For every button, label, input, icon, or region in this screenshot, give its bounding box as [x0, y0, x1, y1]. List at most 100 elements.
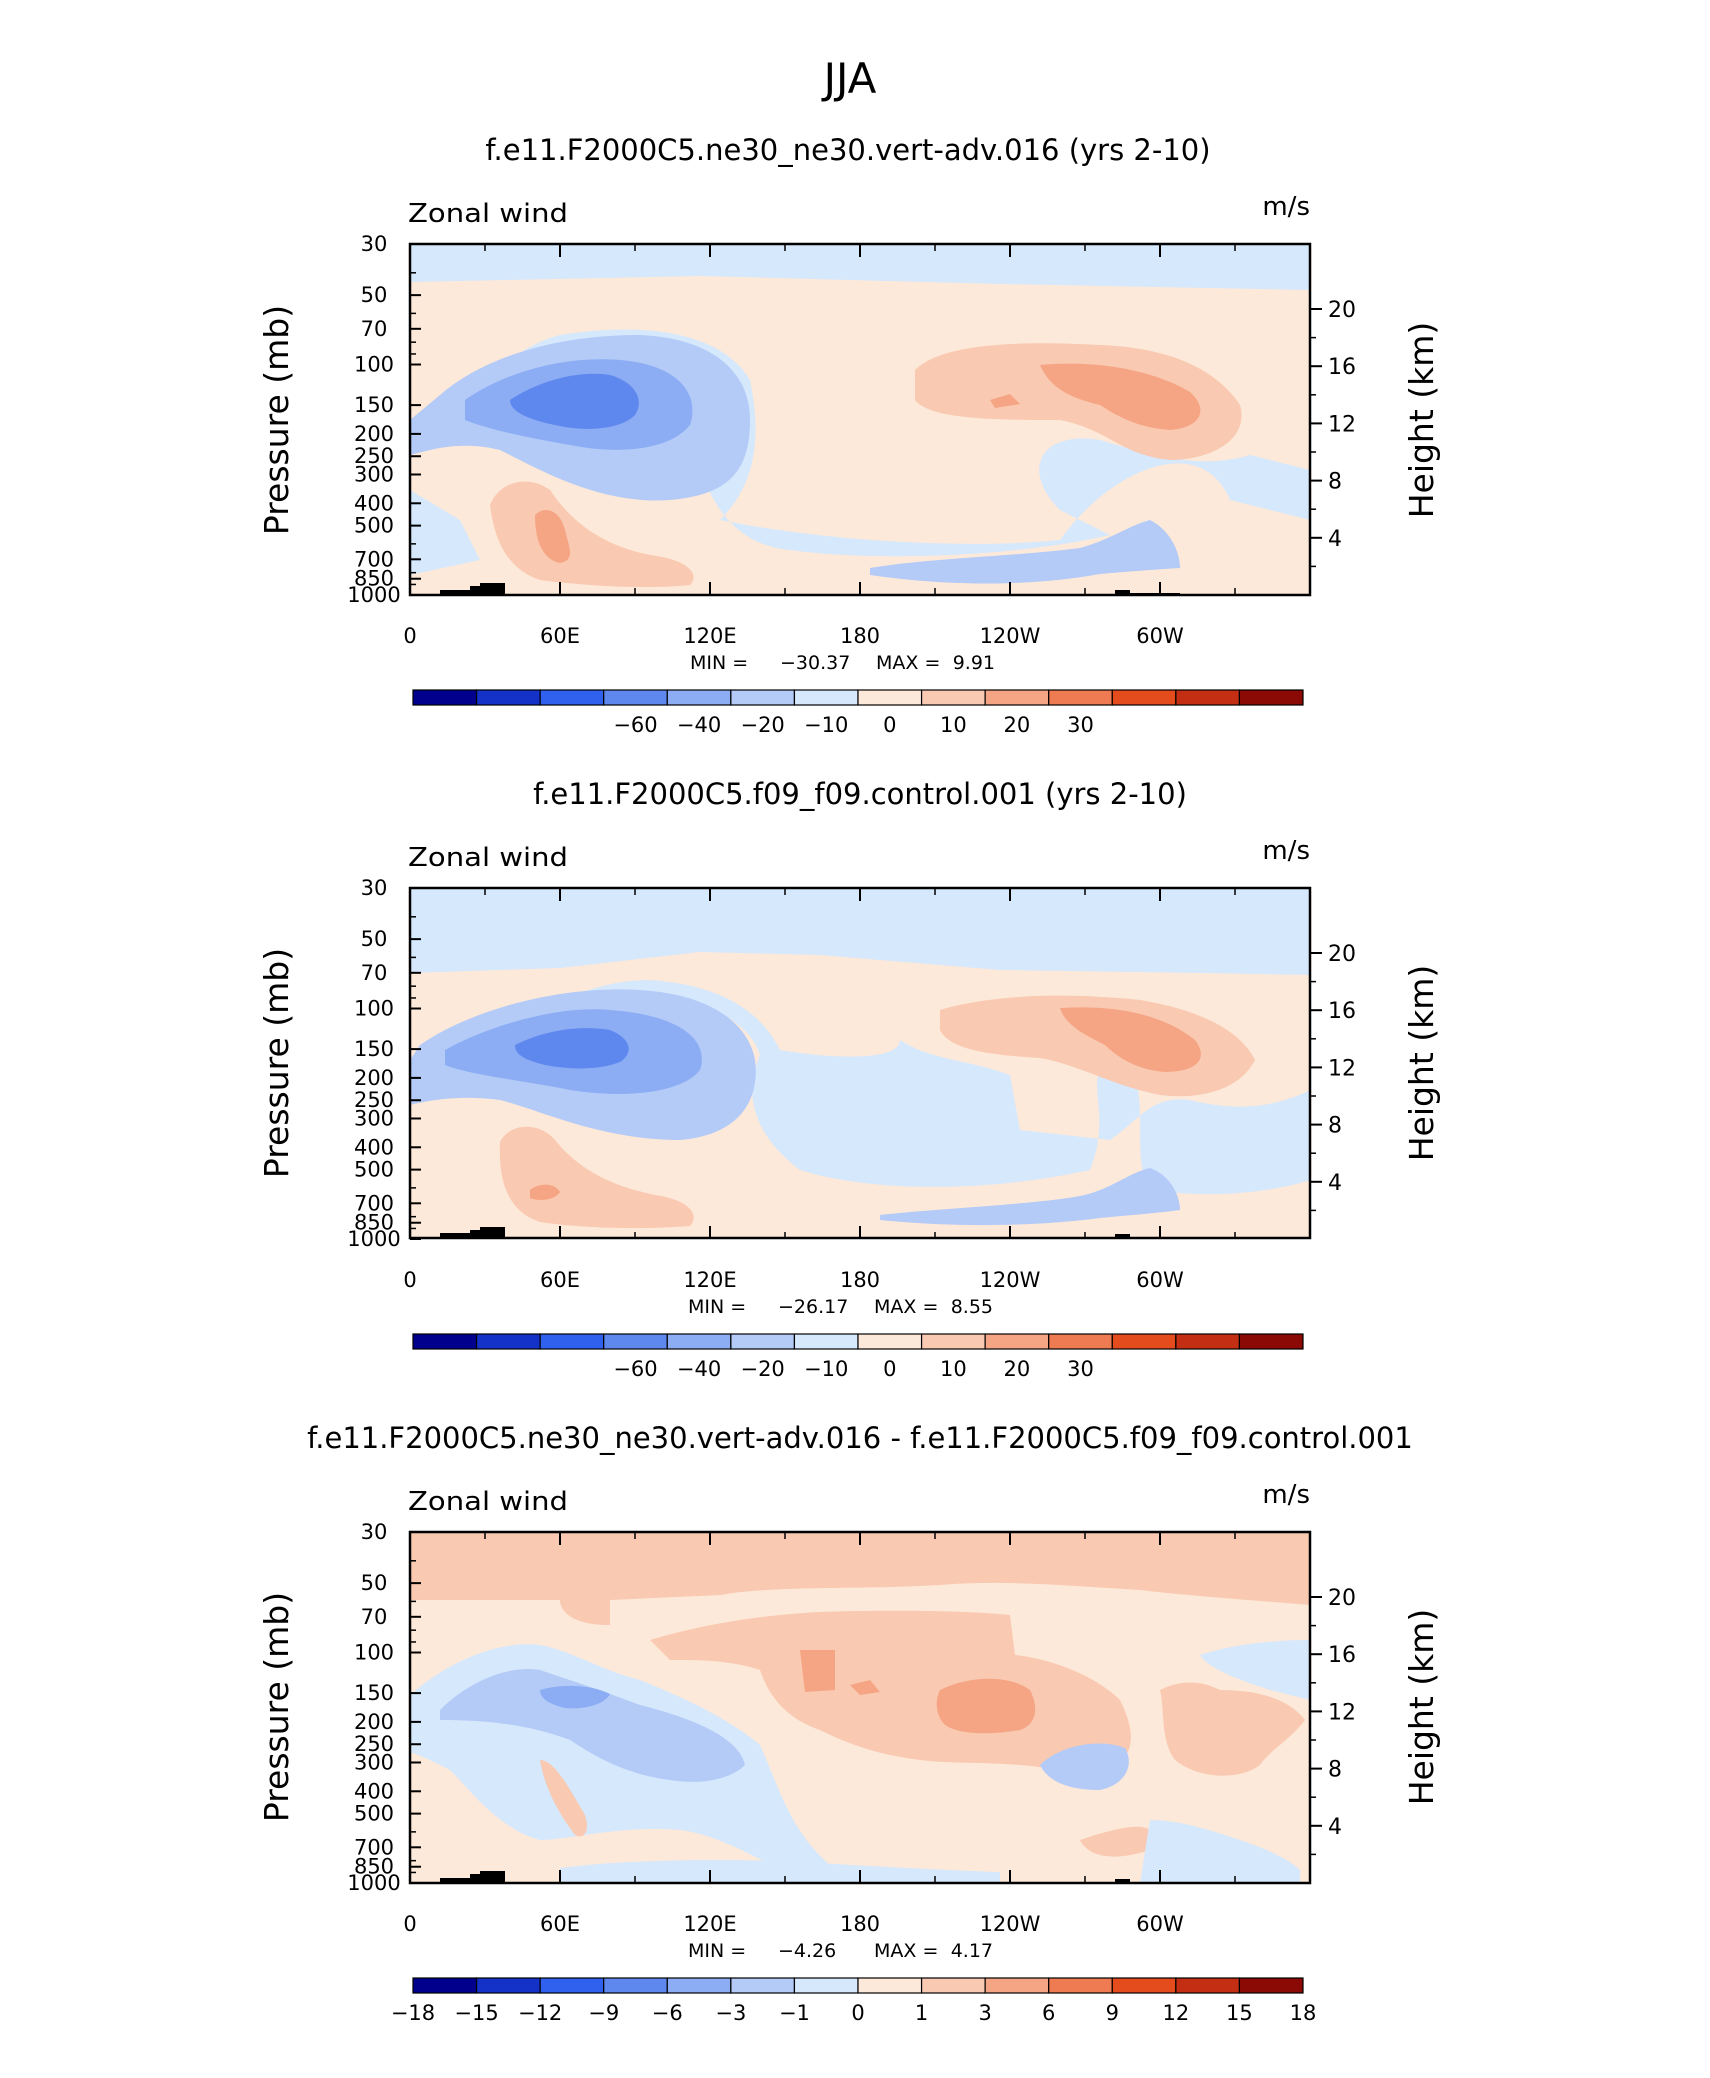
colorbar-swatch [1175, 1977, 1241, 1994]
height-tick-label: 16 [1328, 999, 1356, 1024]
contour-lowlevel-easterly [870, 520, 1180, 584]
contour-jet-core [515, 1028, 629, 1069]
colorbar-label: 20 [1004, 713, 1031, 737]
pressure-tick-label: 400 [354, 1779, 394, 1803]
colorbar-label: 10 [940, 713, 967, 737]
colorbar-label: 3 [978, 2001, 991, 2025]
pressure-tick-label: 300 [354, 462, 394, 486]
contour-monsoon-core [535, 510, 570, 563]
colorbar-swatch [1238, 1333, 1304, 1350]
contour-easterly-band [410, 329, 1310, 575]
colorbar-swatch [666, 1977, 732, 1994]
pressure-tick-label: 1000 [347, 1227, 400, 1251]
pressure-tick-label: 150 [354, 393, 394, 417]
colorbar-swatch [412, 1977, 478, 1994]
longitude-tick-label: 60W [1136, 1268, 1184, 1292]
height-tick-label: 20 [1328, 298, 1356, 323]
pressure-tick-label: 500 [354, 1158, 394, 1182]
panel-3-y-label: Pressure (mb) [257, 1592, 296, 1822]
pressure-tick-label: 300 [354, 1750, 394, 1774]
colorbar-swatch [539, 1333, 605, 1350]
pressure-tick-label: 200 [354, 1710, 394, 1734]
pressure-tick-label: 50 [361, 1571, 388, 1595]
colorbar-label: 6 [1042, 2001, 1055, 2025]
panel-2-y2-label: Height (km) [1402, 965, 1441, 1162]
panel-2-stats: MIN = −26.17 MAX = 8.55 [688, 1296, 993, 1318]
colorbar-label: −6 [652, 2001, 683, 2025]
colorbar-swatch [603, 689, 668, 706]
pressure-tick-label: 500 [354, 1802, 394, 1826]
longitude-tick-label: 120W [980, 1912, 1041, 1936]
panel-1-contour-field [410, 244, 1310, 595]
colorbar-label: 0 [883, 713, 896, 737]
panel-2-min-value: −26.17 [778, 1296, 848, 1318]
panel-1-max-label: MAX = [876, 652, 940, 674]
panel-1-min-value: −30.37 [780, 652, 850, 674]
height-tick-label: 12 [1328, 412, 1356, 437]
contour-monsoon-core [530, 1184, 560, 1200]
colorbar-swatch [1238, 1977, 1304, 1994]
pressure-tick-label: 70 [361, 961, 388, 985]
colorbar-swatch [984, 1333, 1050, 1350]
longitude-tick-label: 60E [540, 624, 580, 648]
colorbar-swatch [1175, 689, 1241, 706]
longitude-tick-label: 120E [683, 624, 736, 648]
colorbar-swatch [857, 689, 923, 706]
colorbar-label: 12 [1162, 2001, 1189, 2025]
longitude-tick-label: 120E [683, 1268, 736, 1292]
panel-1-max-value: 9.91 [953, 652, 995, 674]
longitude-tick-label: 60E [540, 1268, 580, 1292]
colorbar-swatch [666, 689, 732, 706]
contour-lowlat-core [800, 1650, 1036, 1734]
pressure-tick-label: 400 [354, 1135, 394, 1159]
longitude-tick-label: 0 [403, 1912, 416, 1936]
colorbar-swatch [920, 1333, 986, 1350]
colorbar-label: 30 [1067, 1357, 1094, 1381]
height-tick-label: 16 [1328, 1643, 1356, 1668]
colorbar-label: −40 [677, 1357, 721, 1381]
panel-2-variable: Zonal wind [408, 843, 568, 873]
panel-3-max-value: 4.17 [951, 1940, 993, 1962]
contour-lowlevel-positive [540, 1760, 1150, 1857]
longitude-tick-label: 120W [980, 624, 1041, 648]
colorbar-swatch [984, 1977, 1050, 1994]
panel-2-contour-field [410, 888, 1310, 1238]
colorbar-swatch [1175, 1333, 1241, 1350]
colorbar-label: −15 [454, 2001, 498, 2025]
height-tick-label: 12 [1328, 1700, 1356, 1725]
colorbar-label: −3 [715, 2001, 746, 2025]
pressure-tick-label: 30 [361, 876, 388, 900]
height-tick-label: 4 [1328, 1815, 1342, 1840]
panel-1-stats: MIN = −30.37 MAX = 9.91 [690, 652, 995, 674]
colorbar-swatch [1111, 1977, 1177, 1994]
colorbar-label: 9 [1106, 2001, 1119, 2025]
panel-3-max-label: MAX = [874, 1940, 938, 1962]
colorbar-swatch [603, 1977, 668, 1994]
colorbar-swatch [730, 1977, 796, 1994]
colorbar-swatch [793, 1333, 859, 1350]
longitude-tick-label: 180 [840, 1268, 880, 1292]
height-tick-label: 8 [1328, 1114, 1342, 1139]
colorbar-label: 10 [940, 1357, 967, 1381]
colorbar-swatch [920, 689, 986, 706]
longitude-tick-label: 180 [840, 1912, 880, 1936]
colorbar-label: −18 [391, 2001, 435, 2025]
height-tick-label: 8 [1328, 1758, 1342, 1783]
pressure-tick-label: 850 [354, 567, 394, 591]
colorbar-swatch [412, 1333, 478, 1350]
colorbar-swatch [539, 1977, 605, 1994]
contour-stratosphere-easterly [410, 888, 1310, 975]
longitude-tick-label: 60W [1136, 1912, 1184, 1936]
pressure-tick-label: 700 [354, 1191, 394, 1215]
contour-westerly-core [1060, 1007, 1201, 1072]
colorbar-swatch [475, 689, 541, 706]
pressure-tick-label: 100 [354, 1641, 394, 1665]
pressure-tick-label: 250 [354, 444, 394, 468]
colorbar-label: 30 [1067, 713, 1094, 737]
pressure-tick-label: 200 [354, 1066, 394, 1090]
contour-stratosphere-easterly [410, 244, 1310, 290]
height-tick-label: 20 [1328, 1586, 1356, 1611]
height-tick-label: 8 [1328, 470, 1342, 495]
